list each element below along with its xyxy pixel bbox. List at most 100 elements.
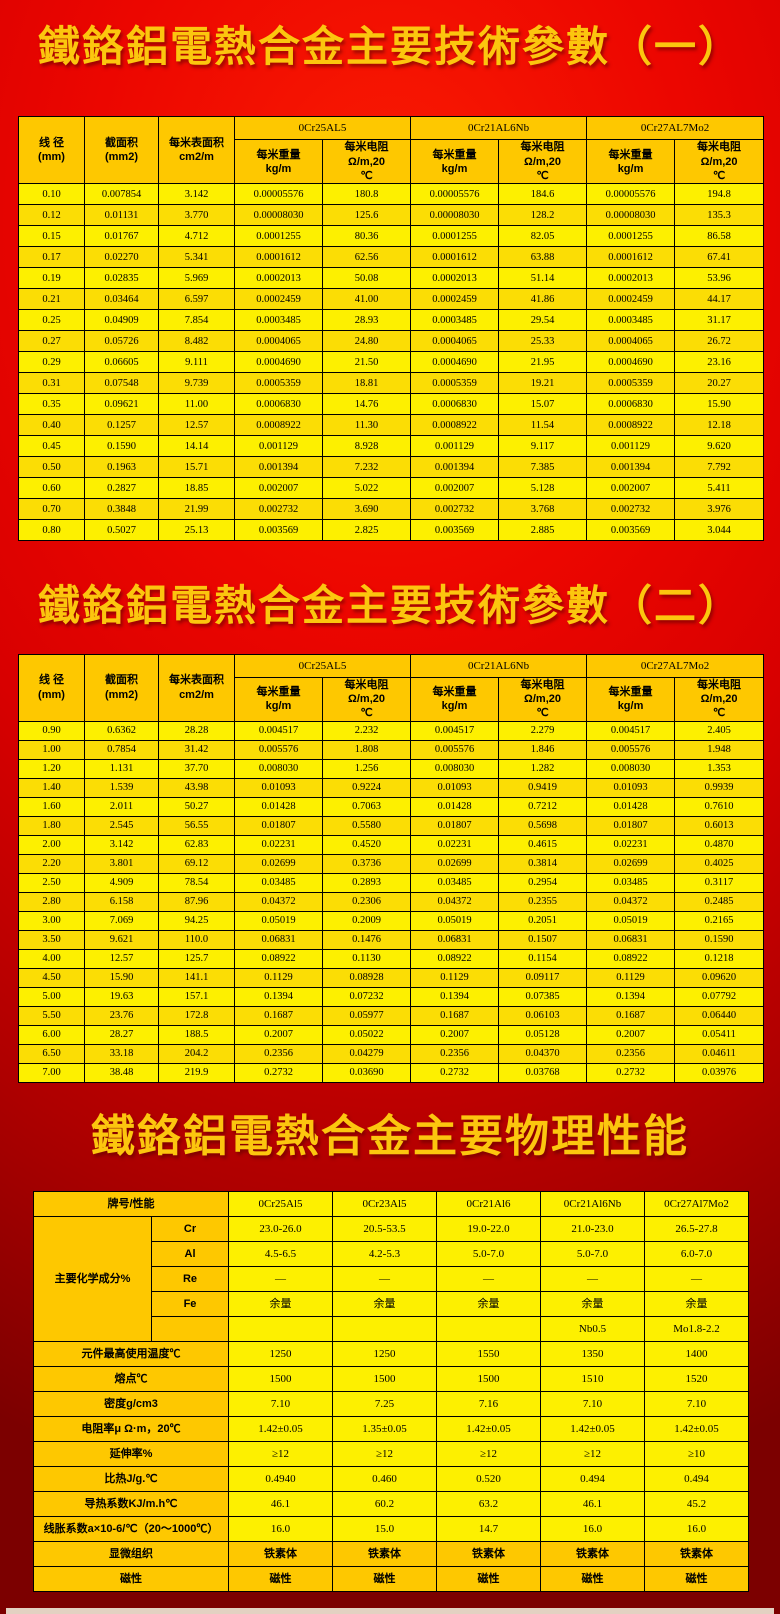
cell: —: [540, 1266, 645, 1293]
cell: 23.16: [674, 351, 765, 374]
cell: 0.02699: [234, 853, 323, 874]
cell: 16.0: [644, 1516, 749, 1543]
table-row: 2.20 3.801 69.12 0.02699 0.3736 0.02699 0.3814…: [18, 853, 765, 874]
technical-params-table-1: 线 径 (mm) 截面积 (mm2) 每米表面积 cm2/m 0Cr25AL5 …: [18, 116, 765, 542]
cell: 0.5698: [498, 815, 588, 836]
cell: 14.14: [158, 435, 235, 458]
cell: 38.48: [84, 1062, 159, 1083]
cell: 1.00: [18, 739, 85, 760]
table-row: 电阻率μ Ω·m，20℃ 1.42±0.05 1.35±0.05 1.42±0.05 1…: [33, 1416, 749, 1443]
table-row: 1.00 0.7854 31.42 0.005576 1.808 0.005576 1.84…: [18, 739, 765, 760]
cell: 0.0005359: [410, 372, 500, 395]
cell: 0.04372: [586, 891, 676, 912]
cell: 0.0004065: [234, 330, 323, 353]
cell: 0.05128: [498, 1024, 588, 1045]
cell: 0.9224: [321, 777, 412, 798]
cell: 铁素体: [228, 1541, 333, 1568]
cell: 0.0003485: [586, 309, 676, 332]
cell: ≥12: [228, 1441, 333, 1468]
cell: 2.405: [674, 720, 765, 741]
cell: 31.42: [158, 739, 235, 760]
cell: 1400: [644, 1341, 749, 1368]
cell: 15.90: [84, 967, 159, 988]
cell: 0.04909: [84, 309, 159, 332]
cell: 余量: [540, 1291, 645, 1318]
cell: 0.03768: [498, 1062, 588, 1083]
property-label: 线胀系数a×10-6/℃（20～1000℃）: [33, 1516, 229, 1543]
cell: 7.385: [498, 456, 588, 479]
cell: 0.1507: [498, 929, 588, 950]
cell: 0.0008922: [586, 414, 676, 437]
table-row: 延伸率% ≥12 ≥12 ≥12 ≥12 ≥10: [33, 1441, 749, 1468]
table-row: 4.00 12.57 125.7 0.08922 0.1130 0.08922 0.1154…: [18, 948, 765, 969]
cell: 0.001394: [234, 456, 323, 479]
cell: 60.2: [332, 1491, 437, 1518]
cell: 0.17: [18, 246, 85, 269]
cell: 0.007854: [84, 183, 159, 206]
cell: 1510: [540, 1366, 645, 1393]
cell: 0.4940: [228, 1466, 333, 1493]
cell: 0.06103: [498, 1005, 588, 1026]
cell: 0.0008922: [410, 414, 500, 437]
cell: 0.004517: [586, 720, 676, 741]
cell: 16.0: [228, 1516, 333, 1543]
table-row: 5.00 19.63 157.1 0.1394 0.07232 0.1394 0.07385…: [18, 986, 765, 1007]
cell: 0.00005576: [586, 183, 676, 206]
cell: 0.01807: [410, 815, 500, 836]
header-resistance-per-meter: 每米电阻 Ω/m,20 ℃: [498, 676, 588, 722]
cell: 3.976: [674, 498, 765, 521]
cell: 5.969: [158, 267, 235, 290]
cell: 0.31: [18, 372, 85, 395]
cell: 0.0001255: [410, 225, 500, 248]
header-alloy-0cr25al5: 0Cr25AL5: [233, 116, 412, 141]
cell: 0.7610: [674, 796, 765, 817]
cell: 0.40: [18, 414, 85, 437]
cell: 0.03464: [84, 288, 159, 311]
header-weight-per-meter: 每米重量 kg/m: [586, 676, 676, 722]
cell: 0.0004065: [410, 330, 500, 353]
cell: 0.0001612: [234, 246, 323, 269]
cell: 19.21: [498, 372, 588, 395]
cell: 0.06831: [234, 929, 323, 950]
cell: 3.770: [158, 204, 235, 227]
cell: 余量: [644, 1291, 749, 1318]
property-label: 密度g/cm3: [33, 1391, 229, 1418]
cell: 23.76: [84, 1005, 159, 1026]
table-row: 6.00 28.27 188.5 0.2007 0.05022 0.2007 0.05128…: [18, 1024, 765, 1045]
table-row: 7.00 38.48 219.9 0.2732 0.03690 0.2732 0.03768…: [18, 1062, 765, 1083]
header-grade-0cr21al6: 0Cr21Al6: [436, 1191, 541, 1218]
cell: 1520: [644, 1366, 749, 1393]
cell: 0.003569: [410, 519, 500, 542]
property-label: 延伸率%: [33, 1441, 229, 1468]
cell: 0.008030: [586, 758, 676, 779]
cell: 5.0-7.0: [540, 1241, 645, 1268]
cell: 0.002007: [586, 477, 676, 500]
cell: 21.95: [498, 351, 588, 374]
cell: 11.00: [158, 393, 235, 416]
table-header: 线 径 (mm) 截面积 (mm2) 每米表面积 cm2/m 0Cr25AL5 …: [18, 653, 765, 722]
table-row: 0.15 0.01767 4.712 0.0001255 80.36 0.0001255 8…: [18, 225, 765, 248]
cell: 0.002007: [234, 477, 323, 500]
physical-properties-table: 牌号/性能 0Cr25Al5 0Cr23Al5 0Cr21Al6 0Cr21Al…: [33, 1191, 749, 1593]
cell: 余量: [228, 1291, 333, 1318]
cell: 0.06440: [674, 1005, 765, 1026]
cell: 26.5-27.8: [644, 1216, 749, 1243]
header-sub-row: 每米重量 kg/m 每米电阻 Ω/m,20 ℃ 每米重量 kg/m 每米电阻 Ω…: [19, 676, 765, 722]
cell: 0.008030: [234, 758, 323, 779]
cell: 2.011: [84, 796, 159, 817]
cell: 0.04372: [410, 891, 500, 912]
cell: 3.044: [674, 519, 765, 542]
cell: 44.17: [674, 288, 765, 311]
header-resistance-per-meter: 每米电阻 Ω/m,20 ℃: [674, 676, 765, 722]
table-row: 比热J/g.℃ 0.4940 0.460 0.520 0.494 0.494: [33, 1466, 749, 1493]
table-row: 0.12 0.01131 3.770 0.00008030 125.6 0.0000803…: [18, 204, 765, 227]
cell: 0.10: [18, 183, 85, 206]
cell: 4.2-5.3: [332, 1241, 437, 1268]
header-resistance-per-meter: 每米电阻 Ω/m,20 ℃: [498, 139, 588, 185]
cell: [436, 1316, 541, 1343]
cell: 0.001394: [410, 456, 500, 479]
cell: 0.1257: [84, 414, 159, 437]
cell: 0.3117: [674, 872, 765, 893]
cell: —: [332, 1266, 437, 1293]
cell: 1350: [540, 1341, 645, 1368]
